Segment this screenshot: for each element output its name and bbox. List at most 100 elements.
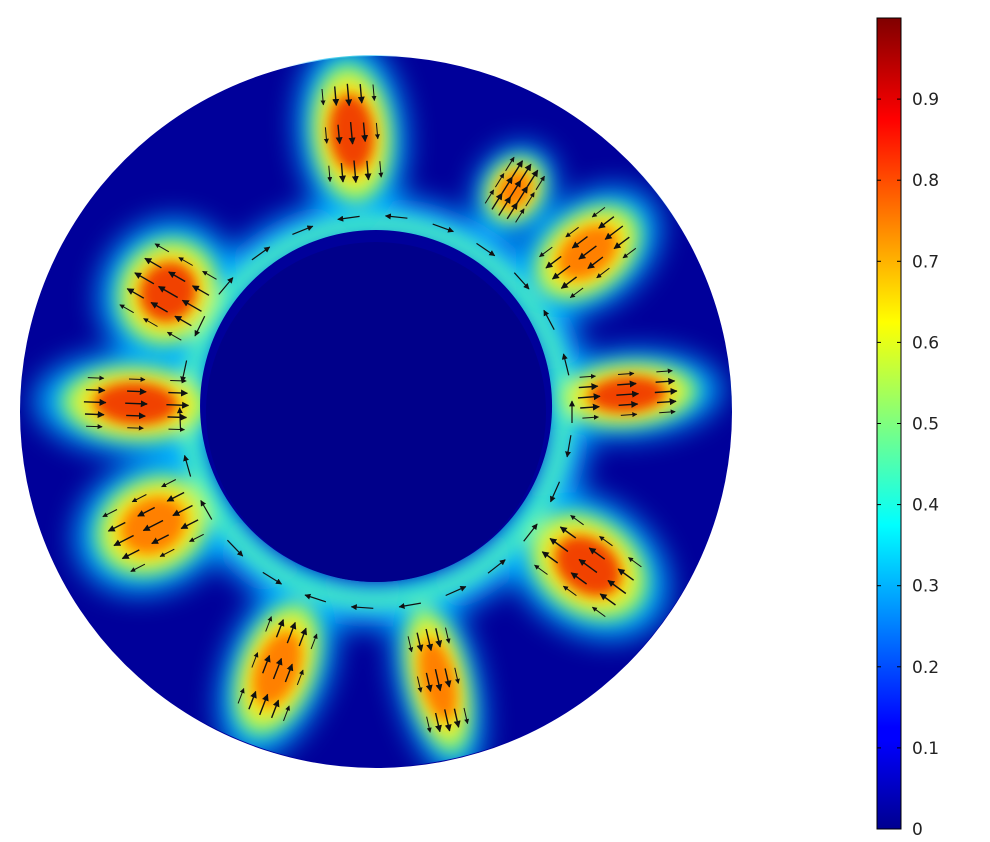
colorbar-tick-label: 0 bbox=[912, 820, 923, 840]
velocity-arrow bbox=[582, 414, 599, 420]
velocity-arrow bbox=[137, 506, 156, 517]
velocity-arrow bbox=[613, 236, 630, 250]
velocity-arrow bbox=[378, 161, 384, 178]
velocity-arrow bbox=[125, 400, 148, 408]
velocity-arrow bbox=[144, 257, 162, 269]
velocity-arrow bbox=[491, 192, 503, 210]
velocity-arrow bbox=[604, 225, 624, 240]
colorbar-tick-label: 0.5 bbox=[912, 415, 939, 435]
velocity-arrow bbox=[599, 593, 616, 606]
velocity-arrow bbox=[286, 621, 297, 644]
velocity-arrow bbox=[398, 602, 422, 609]
velocity-arrow bbox=[327, 165, 333, 183]
velocity-arrow bbox=[284, 663, 294, 683]
velocity-arrow bbox=[565, 435, 572, 458]
velocity-arrow bbox=[506, 202, 518, 220]
velocity-arrow bbox=[348, 122, 356, 145]
velocity-arrow bbox=[617, 371, 635, 377]
velocity-arrow bbox=[407, 636, 414, 653]
velocity-arrow bbox=[143, 318, 158, 327]
velocity-arrow bbox=[283, 705, 290, 722]
velocity-arrow bbox=[501, 176, 513, 194]
velocity-arrow bbox=[191, 285, 210, 296]
velocity-arrow bbox=[535, 175, 545, 191]
velocity-arrow bbox=[577, 393, 601, 401]
velocity-arrow bbox=[454, 667, 460, 684]
velocity-arrow bbox=[218, 277, 234, 295]
velocity-arrow bbox=[508, 179, 522, 200]
velocity-arrow bbox=[656, 398, 677, 406]
velocity-arrow bbox=[154, 243, 170, 253]
velocity-arrow bbox=[350, 604, 374, 611]
velocity-arrow bbox=[549, 537, 569, 553]
velocity-arrow bbox=[463, 707, 470, 725]
velocity-arrow bbox=[265, 616, 273, 632]
velocity-arrow bbox=[323, 127, 329, 144]
velocity-arrow bbox=[425, 628, 434, 652]
velocity-arrow bbox=[174, 315, 192, 327]
velocity-arrow bbox=[275, 618, 285, 638]
velocity-arrow bbox=[202, 270, 217, 280]
velocity-arrow bbox=[434, 669, 443, 692]
velocity-arrow bbox=[251, 652, 259, 668]
velocity-arrow bbox=[180, 519, 199, 530]
velocity-arrow bbox=[416, 676, 423, 693]
velocity-arrow bbox=[168, 271, 186, 283]
velocity-arrow bbox=[126, 412, 146, 420]
velocity-arrow bbox=[453, 708, 461, 728]
velocity-arrow bbox=[550, 481, 561, 503]
velocity-arrow bbox=[131, 494, 147, 503]
velocity-arrow bbox=[119, 304, 134, 314]
velocity-arrow bbox=[434, 712, 442, 733]
velocity-arrow bbox=[270, 699, 280, 719]
velocity-arrow bbox=[83, 398, 107, 406]
colorbar-tick-label: 0.1 bbox=[912, 739, 939, 759]
colorbar-tick-label: 0.2 bbox=[912, 658, 939, 678]
velocity-arrow bbox=[569, 287, 584, 299]
velocity-arrow bbox=[523, 523, 538, 542]
velocity-arrow bbox=[166, 401, 190, 409]
velocity-arrow bbox=[543, 309, 555, 330]
velocity-arrow bbox=[617, 568, 635, 581]
velocity-arrow bbox=[578, 558, 598, 574]
velocity-arrow bbox=[259, 693, 269, 716]
velocity-arrow bbox=[432, 223, 454, 233]
colorbar-tick-label: 0.6 bbox=[912, 333, 939, 353]
velocity-arrow bbox=[335, 124, 343, 145]
velocity-arrow bbox=[170, 378, 187, 384]
velocity-arrow bbox=[127, 425, 144, 431]
velocity-arrow bbox=[545, 255, 562, 269]
velocity-arrow bbox=[161, 479, 177, 488]
velocity-arrow bbox=[656, 368, 673, 374]
velocity-arrow bbox=[251, 246, 271, 261]
velocity-arrow bbox=[262, 654, 271, 674]
velocity-arrow bbox=[298, 627, 308, 647]
velocity-arrow bbox=[570, 514, 584, 526]
velocity-arrow bbox=[654, 387, 678, 395]
velocity-arrow bbox=[126, 288, 145, 299]
velocity-arrow bbox=[176, 407, 183, 430]
velocity-arrow bbox=[598, 216, 615, 229]
velocity-arrow bbox=[487, 559, 506, 574]
velocity-arrow bbox=[616, 390, 640, 398]
velocity-arrow bbox=[332, 86, 340, 106]
velocity-arrow bbox=[296, 669, 304, 686]
velocity-arrow bbox=[527, 169, 539, 187]
velocity-arrow bbox=[167, 413, 188, 421]
velocity-arrow bbox=[84, 410, 105, 418]
velocity-arrow bbox=[159, 548, 175, 557]
velocity-arrow bbox=[181, 299, 202, 312]
velocity-arrow bbox=[189, 533, 204, 542]
inner-hole bbox=[206, 242, 546, 582]
velocity-arrow bbox=[516, 185, 529, 203]
velocity-arrow bbox=[591, 606, 606, 618]
colorbar-tick-label: 0.4 bbox=[912, 496, 939, 516]
velocity-arrow bbox=[515, 208, 525, 223]
velocity-arrow bbox=[151, 534, 170, 545]
velocity-arrow bbox=[579, 373, 596, 379]
velocity-arrow bbox=[628, 557, 642, 568]
velocity-arrow bbox=[150, 301, 168, 313]
velocity-arrow bbox=[425, 672, 433, 693]
colorbar-ticks: 0 0.1 0.2 0.3 0.4 0.5 0.6 0.7 0.8 0.9 bbox=[877, 90, 939, 840]
